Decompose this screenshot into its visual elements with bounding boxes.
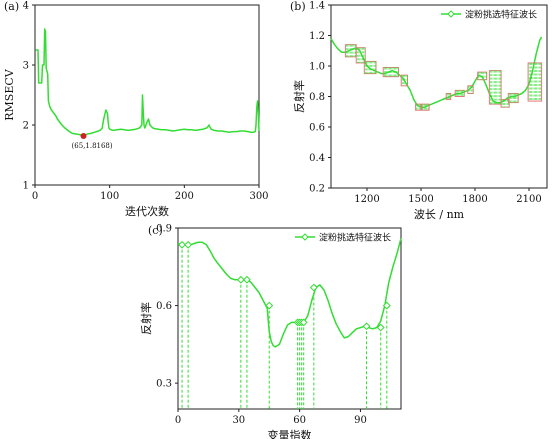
feature-box (477, 71, 488, 81)
y-axis-label: 反射率 (139, 302, 153, 335)
y-tick-label: 0.9 (156, 224, 172, 235)
feature-marker (309, 283, 318, 292)
feature-box (467, 85, 474, 94)
y-tick-label: 1.2 (309, 31, 325, 42)
y-axis-label: RMSECV (3, 68, 16, 121)
series-line (35, 28, 260, 137)
y-tick-label: 2 (23, 121, 29, 132)
legend-label: 淀粉挑选特征波长 (319, 232, 391, 244)
x-tick-label: 0 (32, 191, 38, 202)
feature-box (415, 103, 422, 111)
feature-marker (265, 301, 274, 310)
feature-marker (184, 240, 193, 249)
x-tick-label: 30 (232, 415, 245, 426)
x-tick-label: 1500 (408, 194, 433, 205)
panel-b-label: (b) (290, 0, 306, 13)
feature-box (500, 99, 510, 108)
x-axis-label: 波长 / nm (414, 208, 465, 221)
legend-marker (447, 10, 455, 18)
x-tick-label: 200 (175, 191, 194, 202)
feature-marker (362, 322, 371, 331)
optimum-point (80, 132, 87, 139)
feature-marker (178, 240, 186, 249)
panel-c-chart: 0 30 60 90 0.3 0.6 0.9 变量指数 反射率 淀粉挑选特征波长 (139, 224, 402, 439)
legend-marker (301, 233, 309, 241)
x-tick-label: 300 (249, 191, 268, 202)
y-tick-label: 0.6 (156, 301, 172, 312)
y-tick-label: 1.0 (309, 62, 325, 73)
y-tick-label: 4 (23, 1, 29, 12)
x-tick-label: 100 (100, 191, 119, 202)
feature-box (355, 47, 366, 64)
y-tick-label: 3 (23, 61, 29, 72)
y-tick-label: 1.4 (309, 1, 325, 12)
y-tick-label: 1 (23, 181, 29, 192)
x-axis-label: 变量指数 (268, 428, 312, 439)
y-tick-label: 0.2 (309, 184, 325, 195)
plot-area (177, 227, 402, 410)
x-tick-label: 1200 (354, 194, 379, 205)
feature-box (454, 89, 465, 98)
feature-marker (236, 275, 245, 284)
feature-box (527, 62, 543, 102)
y-tick-label: 0.8 (309, 92, 325, 103)
plot-area (34, 4, 260, 186)
x-axis-label: 迭代次数 (125, 204, 169, 218)
x-tick-label: 2100 (516, 194, 541, 205)
y-axis-label: 反射率 (292, 80, 306, 113)
y-tick-label: 0.4 (309, 153, 325, 164)
feature-marker (243, 275, 251, 284)
feature-marker (299, 318, 308, 327)
y-tick-label: 0.6 (309, 123, 325, 134)
optimum-label: (65,1.8168) (72, 142, 113, 150)
x-tick-label: 90 (354, 415, 367, 426)
series-line (177, 238, 402, 348)
x-tick-label: 0 (175, 415, 181, 426)
feature-marker (382, 301, 391, 310)
panel-c-label: (c) (148, 224, 163, 237)
panel-a-chart: 0 100 200 300 1 2 3 4 迭代次数 RMSECV (65,1.8168) (3, 1, 269, 219)
x-tick-label: 60 (293, 415, 306, 426)
legend-label: 淀粉挑选特征波长 (465, 9, 537, 21)
x-tick-label: 1800 (462, 194, 487, 205)
y-tick-label: 0.3 (156, 379, 172, 390)
feature-marker (376, 323, 385, 332)
panel-a-label: (a) (4, 0, 19, 13)
panel-b-chart: 1200 1500 1800 2100 0.2 0.4 0.6 0.8 1.0 1.2 1.4 波长 … (292, 1, 548, 221)
